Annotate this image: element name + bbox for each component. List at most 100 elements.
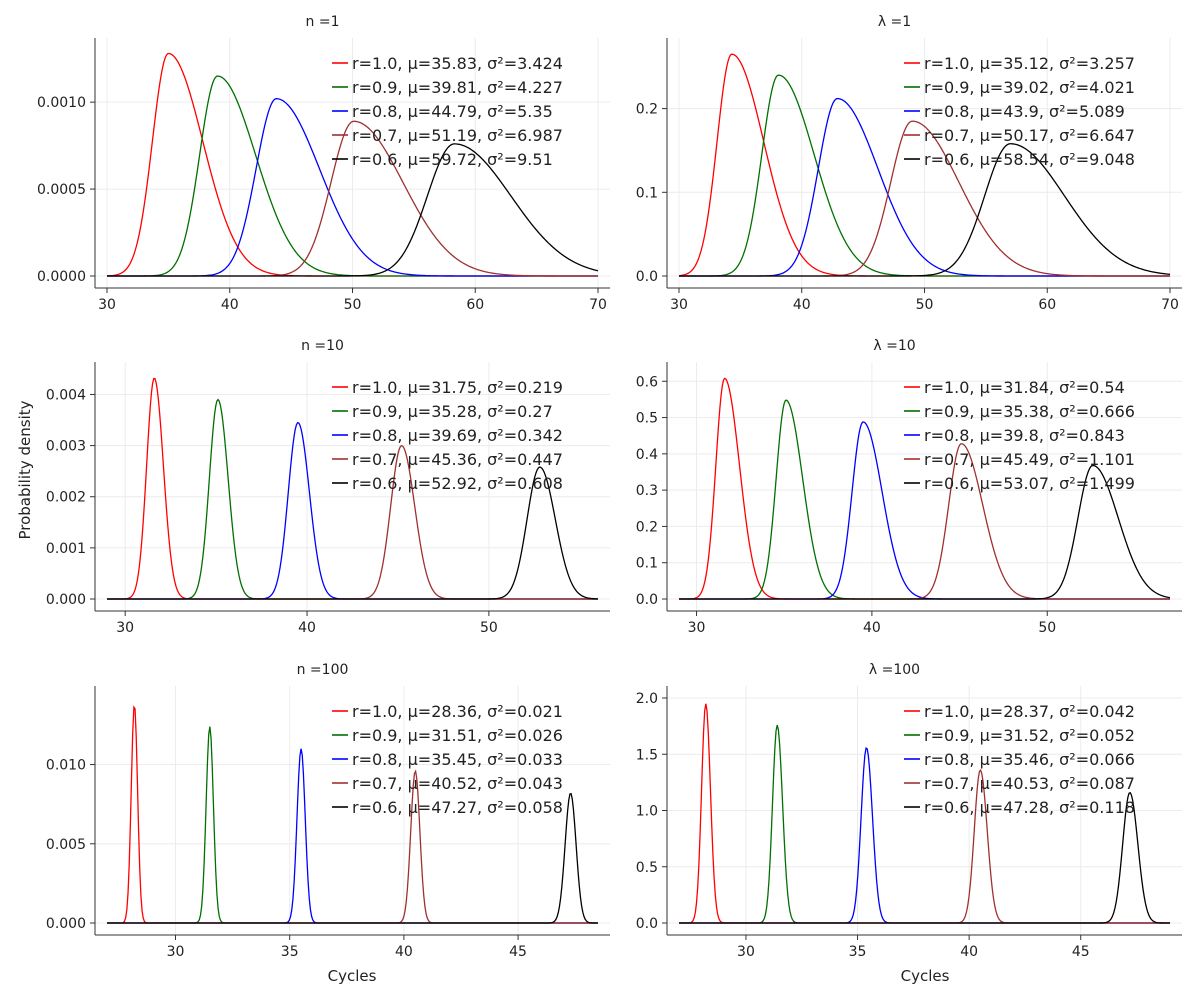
y-tick-label: 0.1 xyxy=(636,185,658,201)
panel-1: 30 40 50 60 70 0.0000 0.0005 0.0010 n =1 r=1.0, μ… xyxy=(37,14,610,313)
x-tick-label: 60 xyxy=(1038,297,1056,313)
legend-label: r=1.0, μ=31.84, σ²=0.54 xyxy=(924,378,1125,397)
y-tick-label: 0.000 xyxy=(46,592,86,608)
y-tick-label: 0.5 xyxy=(636,860,658,876)
y-tick-label: 1.0 xyxy=(636,804,658,820)
series-line-5 xyxy=(679,791,1170,924)
legend-label: r=0.6, μ=52.92, σ²=0.608 xyxy=(352,474,563,493)
legend-label: r=0.8, μ=43.9, σ²=5.089 xyxy=(924,102,1125,121)
y-tick-label: 0.005 xyxy=(46,837,86,853)
panel-4: 30 40 50 0.0 0.1 0.2 0.3 0.4 0.5 0.6 λ =10 r=1.0, μ… xyxy=(636,338,1182,636)
legend-label: r=0.6, μ=59.72, σ²=9.51 xyxy=(352,150,553,169)
y-tick-label: 0.6 xyxy=(636,374,658,390)
legend-label: r=0.8, μ=35.46, σ²=0.066 xyxy=(924,750,1135,769)
y-tick-label: 0.0 xyxy=(636,269,658,285)
legend-label: r=0.6, μ=47.27, σ²=0.058 xyxy=(352,798,563,817)
legend-label: r=0.9, μ=39.81, σ²=4.227 xyxy=(352,78,563,97)
y-tick-label: 0.0000 xyxy=(37,269,86,285)
y-tick-label: 0.0 xyxy=(636,592,658,608)
legend-label: r=0.7, μ=51.19, σ²=6.987 xyxy=(352,126,563,145)
x-tick-label: 40 xyxy=(863,620,881,636)
panel-3: 30 40 50 0.000 0.001 0.002 0.003 0.004 n =10 r=1.… xyxy=(46,338,610,636)
y-tick-label: 0.2 xyxy=(636,519,658,535)
x-tick-label: 40 xyxy=(960,944,978,960)
legend-label: r=0.9, μ=35.38, σ²=0.666 xyxy=(924,402,1135,421)
x-tick-label: 30 xyxy=(737,944,755,960)
y-tick-label: 0.2 xyxy=(636,102,658,118)
panel-2: 30 40 50 60 70 0.0 0.1 0.2 λ =1 r=1.0, μ=35.12, σ… xyxy=(636,14,1182,313)
panel-6: 30 35 40 45 0.0 0.5 1.0 1.5 2.0 λ =100 r=1.0, μ=28… xyxy=(636,662,1182,960)
y-tick-label: 0.000 xyxy=(46,916,86,932)
legend-label: r=0.9, μ=31.52, σ²=0.052 xyxy=(924,726,1135,745)
y-tick-label: 2.0 xyxy=(636,691,658,707)
y-tick-label: 0.5 xyxy=(636,411,658,427)
panel-title: λ =10 xyxy=(873,338,915,354)
x-tick-label: 70 xyxy=(1161,297,1179,313)
legend-label: r=0.6, μ=58.54, σ²=9.048 xyxy=(924,150,1135,169)
y-tick-label: 0.010 xyxy=(46,758,86,774)
series-line-5 xyxy=(679,143,1171,277)
series-line-4 xyxy=(679,768,1170,924)
x-tick-label: 30 xyxy=(167,944,185,960)
legend-label: r=1.0, μ=31.75, σ²=0.219 xyxy=(352,378,563,397)
figure-xlabel-right: Cycles xyxy=(901,967,950,985)
legend-label: r=0.6, μ=53.07, σ²=1.499 xyxy=(924,474,1135,493)
y-tick-label: 0.1 xyxy=(636,556,658,572)
series-line-3 xyxy=(679,421,1170,600)
legend-label: r=0.7, μ=50.17, σ²=6.647 xyxy=(924,126,1135,145)
y-tick-label: 0.3 xyxy=(636,483,658,499)
legend-label: r=1.0, μ=28.36, σ²=0.021 xyxy=(352,702,563,721)
legend-label: r=0.6, μ=47.28, σ²=0.118 xyxy=(924,798,1135,817)
x-tick-label: 40 xyxy=(221,297,239,313)
x-tick-label: 30 xyxy=(98,297,116,313)
x-tick-label: 35 xyxy=(281,944,299,960)
y-tick-label: 0.003 xyxy=(46,439,86,455)
legend-label: r=0.7, μ=40.53, σ²=0.087 xyxy=(924,774,1135,793)
panel-title: n =10 xyxy=(301,338,344,354)
panel-title: n =1 xyxy=(306,14,340,30)
x-tick-label: 45 xyxy=(509,944,527,960)
legend-label: r=0.7, μ=45.49, σ²=1.101 xyxy=(924,450,1135,469)
legend-label: r=0.9, μ=39.02, σ²=4.021 xyxy=(924,78,1135,97)
x-tick-label: 60 xyxy=(466,297,484,313)
y-tick-label: 0.002 xyxy=(46,490,86,506)
x-tick-label: 30 xyxy=(670,297,688,313)
y-tick-label: 0.0 xyxy=(636,916,658,932)
legend-label: r=0.8, μ=39.69, σ²=0.342 xyxy=(352,426,563,445)
x-tick-label: 50 xyxy=(916,297,934,313)
series-line-5 xyxy=(107,143,599,277)
legend-label: r=0.9, μ=35.28, σ²=0.27 xyxy=(352,402,553,421)
legend-label: r=1.0, μ=35.83, σ²=3.424 xyxy=(352,54,563,73)
x-tick-label: 40 xyxy=(298,620,316,636)
legend-label: r=0.7, μ=40.52, σ²=0.043 xyxy=(352,774,563,793)
x-tick-label: 40 xyxy=(395,944,413,960)
figure-ylabel: Probability density xyxy=(16,400,34,539)
x-tick-label: 50 xyxy=(344,297,362,313)
x-tick-label: 35 xyxy=(849,944,867,960)
series-line-5 xyxy=(107,792,598,924)
series-line-5 xyxy=(107,466,599,600)
legend-label: r=0.7, μ=45.36, σ²=0.447 xyxy=(352,450,563,469)
legend-label: r=1.0, μ=28.37, σ²=0.042 xyxy=(924,702,1135,721)
series-line-5 xyxy=(679,464,1171,600)
legend-label: r=0.8, μ=44.79, σ²=5.35 xyxy=(352,102,553,121)
y-tick-label: 0.0010 xyxy=(37,95,86,111)
y-tick-label: 1.5 xyxy=(636,747,658,763)
panel-title: λ =100 xyxy=(869,662,920,678)
y-tick-label: 0.4 xyxy=(636,447,658,463)
x-tick-label: 50 xyxy=(480,620,498,636)
panel-5: 30 35 40 45 0.000 0.005 0.010 n =100 r=1.0, μ=28… xyxy=(46,662,610,960)
legend-label: r=0.9, μ=31.51, σ²=0.026 xyxy=(352,726,563,745)
series-line-4 xyxy=(107,769,598,924)
x-tick-label: 50 xyxy=(1038,620,1056,636)
y-tick-label: 0.0005 xyxy=(37,182,86,198)
x-tick-label: 30 xyxy=(116,620,134,636)
y-tick-label: 0.001 xyxy=(46,541,86,557)
x-tick-label: 45 xyxy=(1072,944,1090,960)
y-tick-label: 0.004 xyxy=(46,387,86,403)
legend-label: r=1.0, μ=35.12, σ²=3.257 xyxy=(924,54,1135,73)
figure-xlabel-left: Cycles xyxy=(328,967,377,985)
panel-title: λ =1 xyxy=(878,14,911,30)
